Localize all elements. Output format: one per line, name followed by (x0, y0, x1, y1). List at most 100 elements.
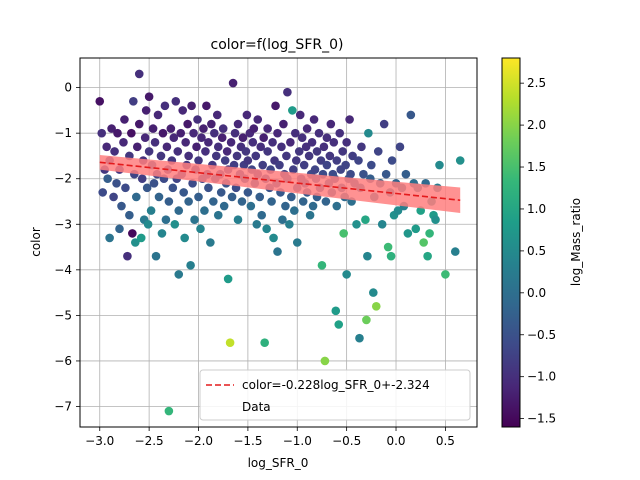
data-point (290, 206, 299, 215)
data-point (253, 115, 263, 124)
data-point (401, 169, 411, 179)
data-point (95, 96, 105, 106)
data-point (193, 115, 202, 124)
data-point (308, 201, 318, 211)
data-point (298, 197, 308, 206)
data-point (319, 142, 329, 152)
legend: color=-0.228log_SFR_0+-2.324 Data (199, 369, 471, 421)
data-point (321, 197, 331, 206)
data-point (216, 188, 226, 197)
data-point (312, 147, 322, 156)
x-tick-label: −2.0 (184, 434, 213, 448)
data-point (316, 156, 326, 165)
colorbar-tick-label: −1.5 (527, 412, 556, 426)
data-point (213, 210, 223, 220)
data-point (206, 238, 215, 247)
data-point (273, 128, 282, 138)
data-point (150, 137, 160, 147)
data-point (112, 178, 121, 188)
data-point (310, 165, 320, 174)
data-point (309, 115, 319, 124)
data-point (287, 192, 296, 202)
data-point (110, 147, 119, 156)
data-point (332, 201, 342, 211)
data-point (441, 270, 450, 279)
x-tick-label: 0.0 (386, 434, 405, 448)
data-point (249, 124, 259, 133)
data-point (248, 137, 258, 147)
data-point (352, 219, 361, 229)
data-point (146, 206, 156, 215)
data-point (455, 156, 465, 165)
data-point (369, 288, 378, 297)
x-tick-label: −2.5 (135, 434, 164, 448)
data-point (242, 110, 252, 120)
data-point (173, 147, 183, 156)
data-point (190, 215, 199, 225)
data-point (307, 137, 317, 147)
data-point (283, 87, 292, 97)
data-point (299, 160, 309, 170)
data-point (329, 137, 339, 147)
legend-data-label: Data (242, 400, 271, 414)
data-point (257, 210, 267, 220)
data-point (204, 137, 213, 147)
y-tick-label: −3 (54, 217, 72, 231)
data-point (251, 151, 261, 161)
data-point (142, 183, 152, 193)
data-point (141, 106, 151, 115)
data-point (117, 201, 126, 211)
data-point (156, 151, 166, 161)
data-point (377, 219, 387, 229)
data-point (180, 233, 189, 243)
data-point (192, 142, 201, 152)
data-point (98, 188, 108, 197)
data-point (338, 147, 347, 156)
data-point (227, 192, 237, 202)
data-point (179, 188, 188, 197)
data-point (364, 128, 373, 138)
data-point (115, 224, 124, 234)
data-point (207, 119, 216, 129)
colorbar-tick-label: −0.5 (527, 328, 556, 342)
data-point (164, 406, 174, 416)
data-point (125, 210, 134, 220)
data-point (168, 183, 178, 193)
data-point (273, 247, 282, 256)
data-point (362, 315, 371, 325)
data-point (148, 124, 158, 133)
colorbar-gradient (502, 58, 520, 427)
data-point (189, 128, 198, 138)
colorbar-frame (501, 57, 521, 428)
data-point (387, 156, 397, 165)
data-point (271, 101, 280, 111)
plot-frame (79, 57, 478, 428)
data-point (174, 206, 184, 215)
data-point (450, 247, 460, 256)
data-point (164, 197, 174, 206)
data-point (107, 124, 116, 133)
data-point (386, 251, 396, 261)
data-point (334, 320, 344, 329)
data-point (210, 128, 219, 138)
data-point (157, 229, 167, 238)
data-point (153, 110, 163, 120)
data-point (269, 233, 278, 243)
x-tick-label: 0.5 (436, 434, 455, 448)
data-point (186, 260, 195, 270)
data-point (435, 160, 444, 170)
data-point (119, 137, 128, 147)
data-point (419, 238, 428, 247)
data-point (158, 128, 168, 138)
data-point (277, 142, 286, 152)
data-point (243, 188, 253, 197)
data-point (184, 197, 193, 206)
colorbar-tick-label: 1.5 (527, 160, 546, 174)
data-point (363, 251, 372, 261)
data-point (395, 142, 405, 152)
data-point (178, 106, 188, 115)
x-tick-label: −1.0 (283, 434, 312, 448)
data-point (341, 160, 350, 170)
data-point (171, 96, 181, 106)
data-point (268, 137, 277, 147)
